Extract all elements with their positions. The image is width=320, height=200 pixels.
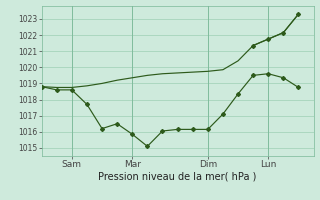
X-axis label: Pression niveau de la mer( hPa ): Pression niveau de la mer( hPa ) xyxy=(99,172,257,182)
